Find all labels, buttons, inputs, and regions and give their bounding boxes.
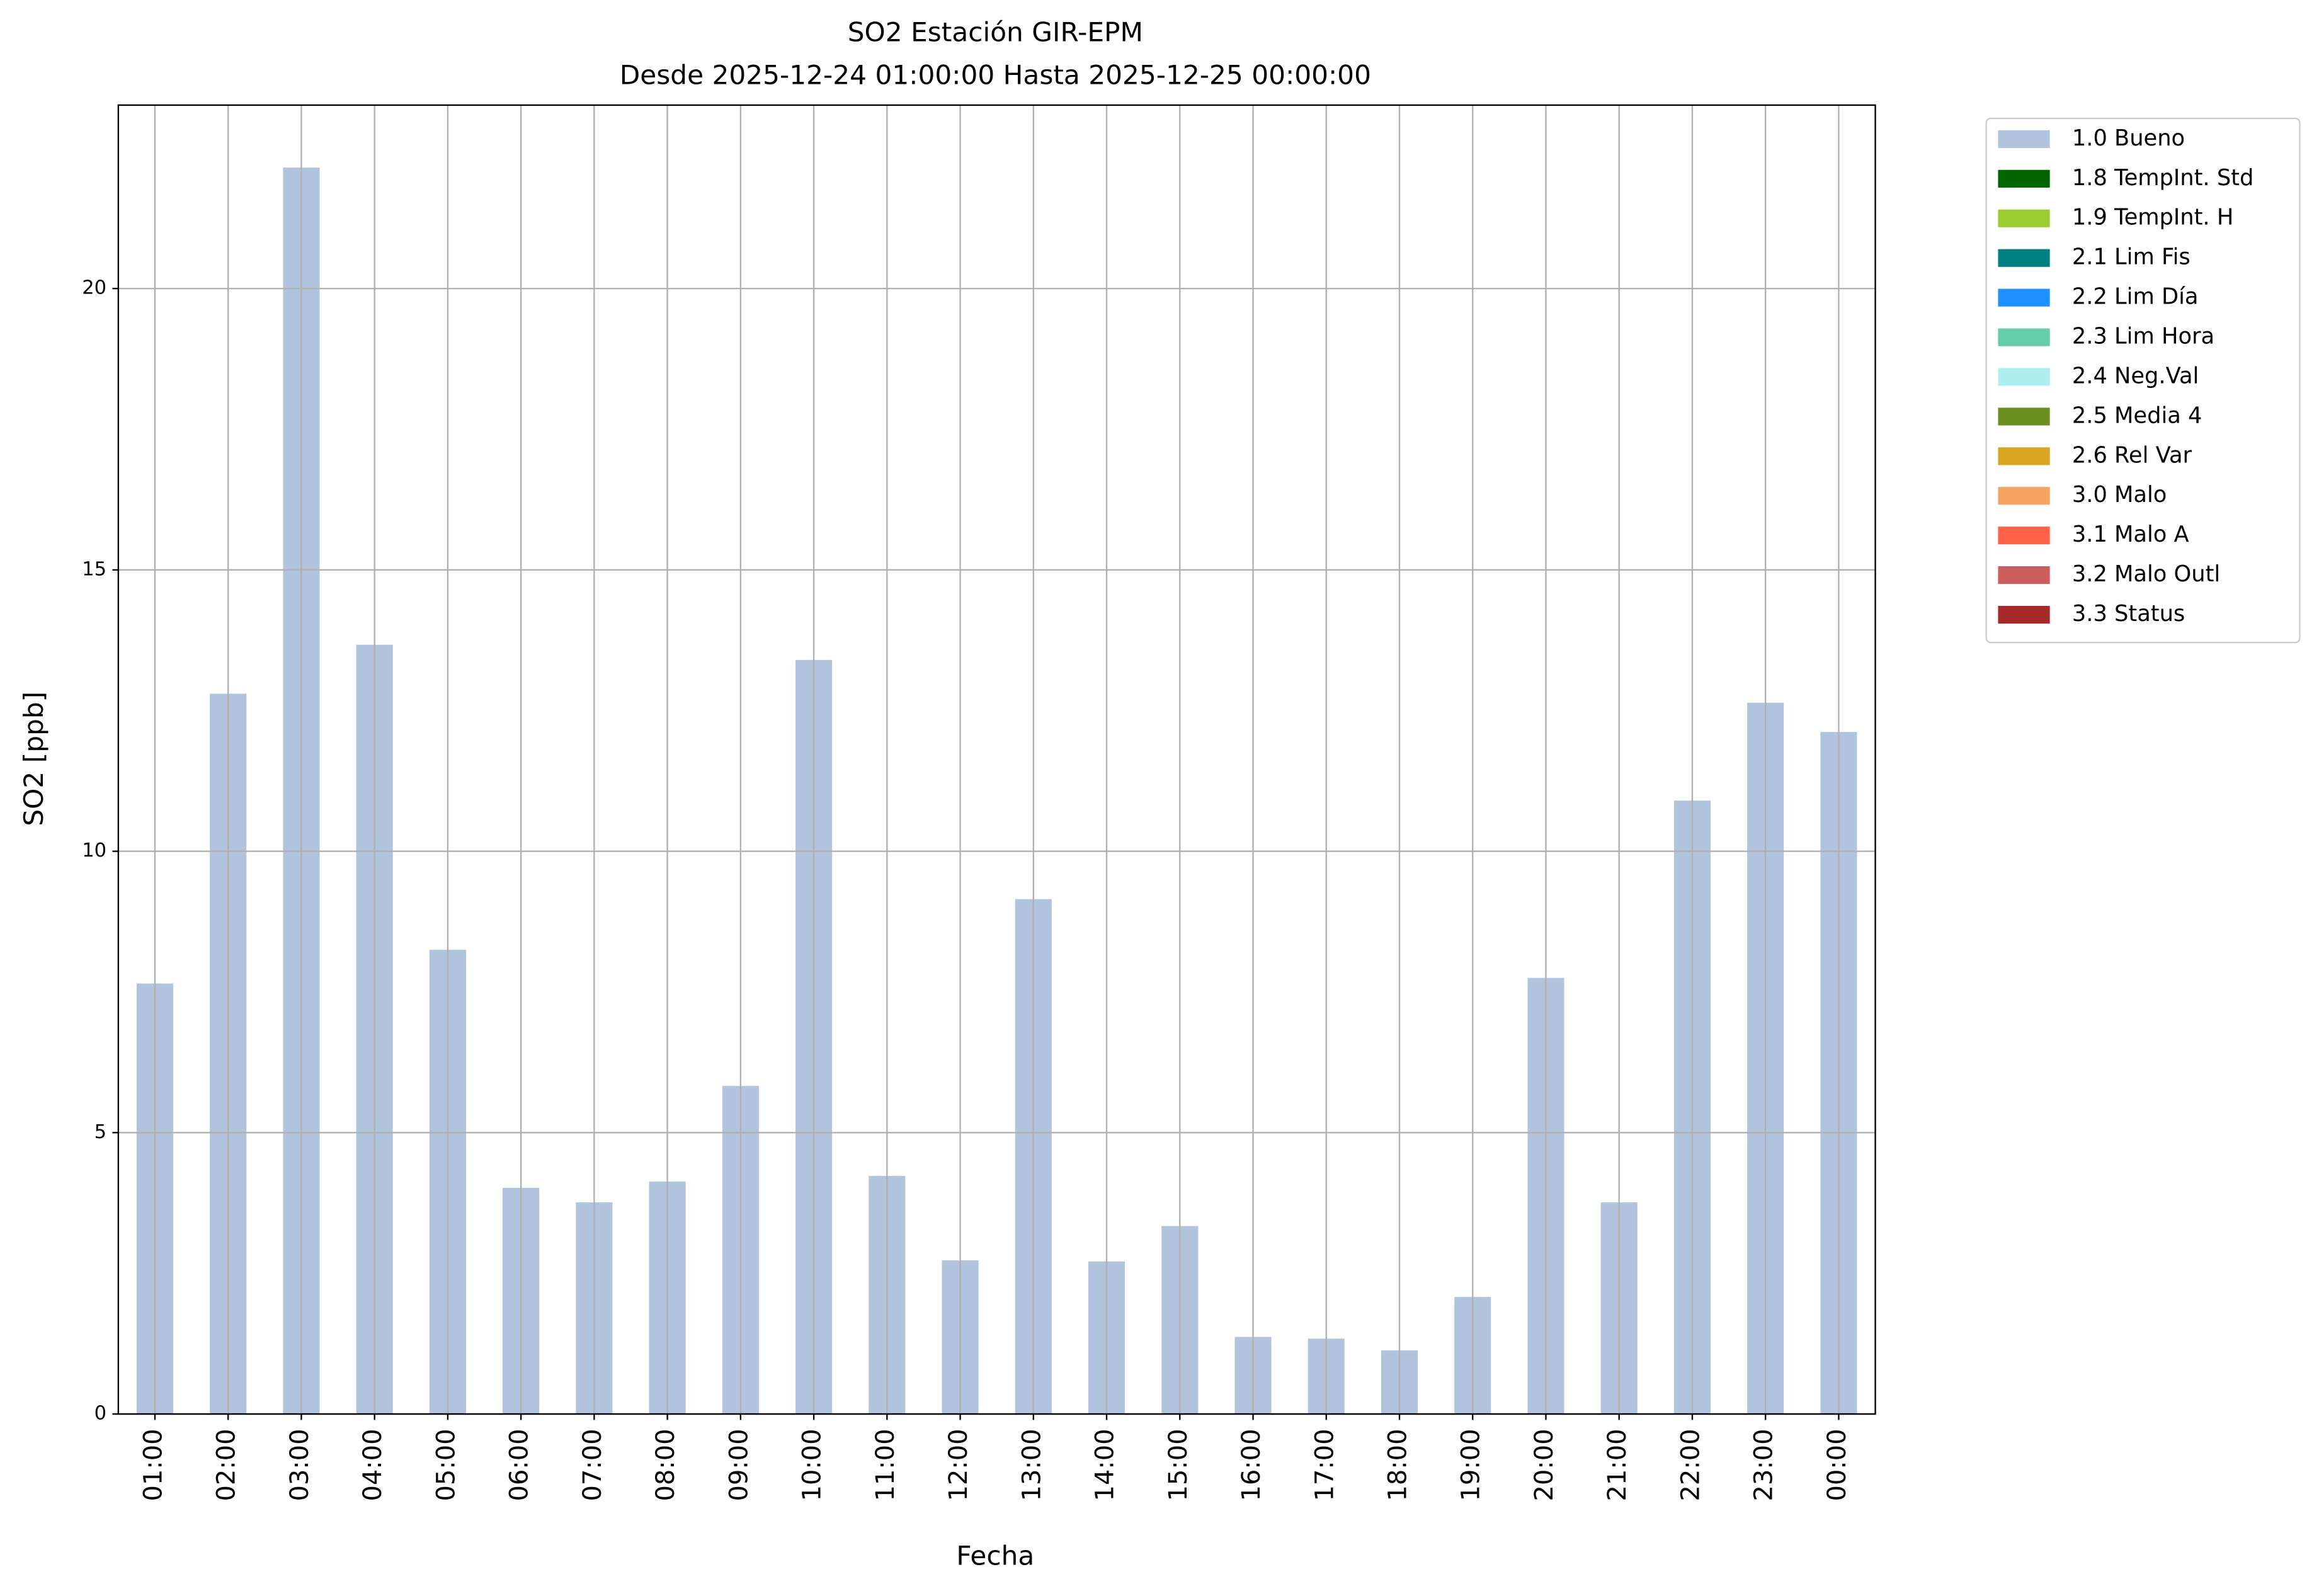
x-tick-label: 21:00 — [1603, 1429, 1632, 1502]
y-tick-label: 5 — [94, 1121, 106, 1143]
legend-swatch — [1998, 209, 2050, 227]
legend-swatch — [1998, 527, 2050, 545]
legend-swatch — [1998, 169, 2050, 188]
x-tick-label: 13:00 — [1017, 1429, 1046, 1502]
x-tick-label: 17:00 — [1310, 1429, 1339, 1502]
plot-frame — [117, 104, 1876, 1415]
y-tick-label: 0 — [94, 1403, 106, 1425]
legend-label: 3.3 Status — [2072, 601, 2185, 627]
x-tick-label: 07:00 — [578, 1429, 607, 1502]
x-tick-label: 06:00 — [505, 1429, 534, 1502]
x-tick-label: 14:00 — [1091, 1429, 1120, 1502]
legend-label: 2.6 Rel Var — [2072, 442, 2192, 468]
y-axis-label: SO2 [ppb] — [18, 692, 49, 826]
chart-title: SO2 Estación GIR-EPM — [848, 17, 1143, 48]
x-tick-label: 10:00 — [798, 1429, 827, 1502]
legend-label: 1.8 TempInt. Std — [2072, 165, 2254, 191]
y-tick-label: 15 — [82, 558, 106, 580]
x-tick-label: 22:00 — [1676, 1429, 1705, 1502]
legend-swatch — [1998, 487, 2050, 505]
legend-label: 1.9 TempInt. H — [2072, 205, 2233, 231]
legend-label: 2.3 Lim Hora — [2072, 324, 2214, 350]
x-tick-label: 12:00 — [944, 1429, 973, 1502]
legend-swatch — [1998, 249, 2050, 267]
y-tick-label: 10 — [82, 840, 106, 862]
legend-swatch — [1998, 288, 2050, 307]
x-tick-label: 08:00 — [651, 1429, 680, 1502]
legend-label: 2.4 Neg.Val — [2072, 363, 2199, 389]
legend-swatch — [1998, 328, 2050, 346]
x-tick-label: 03:00 — [285, 1429, 314, 1502]
x-tick-label: 23:00 — [1750, 1429, 1779, 1502]
legend-label: 1.0 Bueno — [2072, 125, 2185, 151]
legend-swatch — [1998, 605, 2050, 624]
legend-label: 2.2 Lim Día — [2072, 284, 2199, 310]
x-tick-label: 02:00 — [212, 1429, 241, 1502]
legend-label: 3.0 Malo — [2072, 482, 2167, 508]
legend-swatch — [1998, 447, 2050, 465]
x-tick-label: 11:00 — [871, 1429, 900, 1502]
x-tick-label: 16:00 — [1237, 1429, 1266, 1502]
legend-swatch — [1998, 368, 2050, 386]
legend-swatch — [1998, 566, 2050, 584]
x-tick-label: 04:00 — [358, 1429, 387, 1502]
x-axis-label: Fecha — [956, 1540, 1034, 1571]
legend-box — [1985, 117, 2301, 644]
x-tick-label: 00:00 — [1823, 1429, 1852, 1502]
x-tick-label: 01:00 — [139, 1429, 168, 1502]
x-tick-label: 05:00 — [431, 1429, 460, 1502]
legend-label: 2.1 Lim Fis — [2072, 244, 2191, 270]
legend-swatch — [1998, 130, 2050, 148]
legend-label: 2.5 Media 4 — [2072, 402, 2202, 428]
x-tick-label: 18:00 — [1383, 1429, 1412, 1502]
x-tick-label: 19:00 — [1457, 1429, 1486, 1502]
y-tick-label: 20 — [82, 277, 106, 299]
x-tick-label: 15:00 — [1164, 1429, 1193, 1502]
x-tick-label: 09:00 — [724, 1429, 753, 1502]
x-tick-label: 20:00 — [1530, 1429, 1559, 1502]
chart-subtitle: Desde 2025-12-24 01:00:00 Hasta 2025-12-… — [620, 60, 1371, 91]
legend-swatch — [1998, 408, 2050, 426]
legend-label: 3.2 Malo Outl — [2072, 561, 2220, 587]
legend-label: 3.1 Malo A — [2072, 522, 2189, 547]
